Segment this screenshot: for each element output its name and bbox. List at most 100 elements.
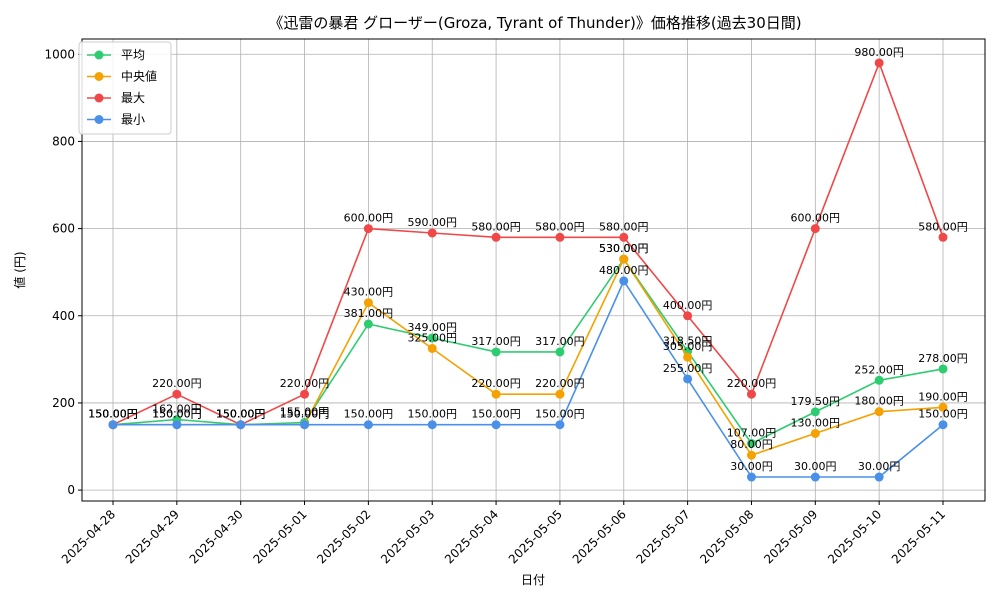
data-label: 600.00円 [791, 212, 841, 225]
data-label: 349.00円 [407, 321, 457, 334]
data-point [172, 420, 182, 430]
data-label: 150.00円 [344, 408, 394, 421]
data-label: 30.00円 [794, 460, 837, 473]
legend-label: 平均 [121, 48, 145, 62]
data-point [300, 420, 310, 430]
data-label: 150.00円 [535, 408, 585, 421]
y-tick-label: 800 [52, 134, 75, 148]
y-tick-label: 200 [52, 396, 75, 410]
data-point [746, 472, 756, 482]
data-point [491, 389, 501, 399]
data-point [746, 450, 756, 460]
data-point [491, 420, 501, 430]
data-label: 255.00円 [663, 362, 713, 375]
y-axis-label: 値 (円) [12, 251, 27, 288]
x-tick-label: 2025-05-09 [761, 507, 820, 566]
x-tick-label: 2025-05-08 [697, 507, 756, 566]
legend-label: 中央値 [121, 69, 157, 84]
series-2 [108, 58, 948, 430]
series-3 [108, 276, 948, 482]
data-point [619, 276, 629, 286]
data-label: 220.00円 [471, 377, 521, 390]
data-label: 600.00円 [344, 212, 394, 225]
data-label: 150.00円 [216, 408, 266, 421]
legend-box [78, 41, 172, 135]
data-label: 150.00円 [407, 408, 457, 421]
data-label: 150.00円 [216, 408, 266, 421]
data-label: 220.00円 [280, 377, 330, 390]
data-label: 150.00円 [280, 408, 330, 421]
data-label: 480.00円 [599, 264, 649, 277]
data-label: 220.00円 [727, 377, 777, 390]
data-label: 179.50円 [791, 395, 841, 408]
data-point [555, 389, 565, 399]
data-label: 305.00円 [663, 340, 713, 353]
legend-item: 中央値 [87, 69, 157, 84]
data-point [427, 343, 437, 353]
x-tick-label: 2025-04-29 [123, 507, 182, 566]
legend-item: 最小 [87, 113, 145, 127]
data-label: 317.00円 [471, 335, 521, 348]
x-tick-label: 2025-05-05 [506, 507, 565, 566]
data-label: 150.00円 [216, 408, 266, 421]
data-point [555, 420, 565, 430]
data-point [363, 420, 373, 430]
data-point [874, 375, 884, 385]
legend-label: 最大 [121, 91, 145, 105]
legend-item: 最大 [87, 91, 145, 105]
legend-marker [94, 93, 104, 103]
data-label: 150.00円 [88, 408, 138, 421]
data-label: 150.00円 [88, 408, 138, 421]
data-point [427, 333, 437, 343]
data-point [683, 352, 693, 362]
data-point [683, 374, 693, 384]
data-label: 150.00円 [88, 408, 138, 421]
data-point [874, 407, 884, 417]
data-point [938, 232, 948, 242]
data-point [810, 224, 820, 234]
x-tick-label: 2025-05-03 [378, 507, 437, 566]
plot-frame [81, 38, 986, 502]
data-label: 430.00円 [344, 286, 394, 299]
data-point [619, 232, 629, 242]
data-point [746, 438, 756, 448]
data-point [938, 402, 948, 412]
legend-marker [94, 50, 104, 60]
data-point [683, 311, 693, 321]
data-point [619, 254, 629, 264]
data-point [491, 232, 501, 242]
data-label: 80.00円 [730, 438, 773, 451]
data-label: 150.00円 [471, 408, 521, 421]
data-label: 381.00円 [344, 307, 394, 320]
data-label: 318.50円 [663, 334, 713, 347]
data-label: 150.00円 [152, 408, 202, 421]
data-label: 30.00円 [858, 460, 901, 473]
y-tick-label: 600 [52, 222, 75, 236]
x-tick-label: 2025-05-01 [250, 507, 309, 566]
data-label: 580.00円 [471, 220, 521, 233]
data-label: 150.00円 [280, 408, 330, 421]
data-labels-layer: 150.00円 162.00円 150.00円 155.00円381.00円349.0… [88, 46, 968, 473]
data-point [236, 420, 246, 430]
data-point [810, 428, 820, 438]
data-point [874, 472, 884, 482]
data-point [810, 407, 820, 417]
legend-label: 最小 [121, 113, 145, 127]
data-label: 980.00円 [854, 46, 904, 59]
data-label: 107.00円 [727, 426, 777, 439]
data-label: 317.00円 [535, 335, 585, 348]
data-point [363, 224, 373, 234]
data-label: 590.00円 [407, 216, 457, 229]
data-label: 190.00円 [918, 390, 968, 403]
data-label: 30.00円 [730, 460, 773, 473]
data-point [172, 389, 182, 399]
data-point [874, 58, 884, 68]
grid-layer [82, 39, 985, 501]
data-label: 278.00円 [918, 352, 968, 365]
data-label: 400.00円 [663, 299, 713, 312]
series-line [113, 279, 944, 478]
legend-item: 平均 [87, 48, 145, 62]
data-label: 530.00円 [599, 242, 649, 255]
